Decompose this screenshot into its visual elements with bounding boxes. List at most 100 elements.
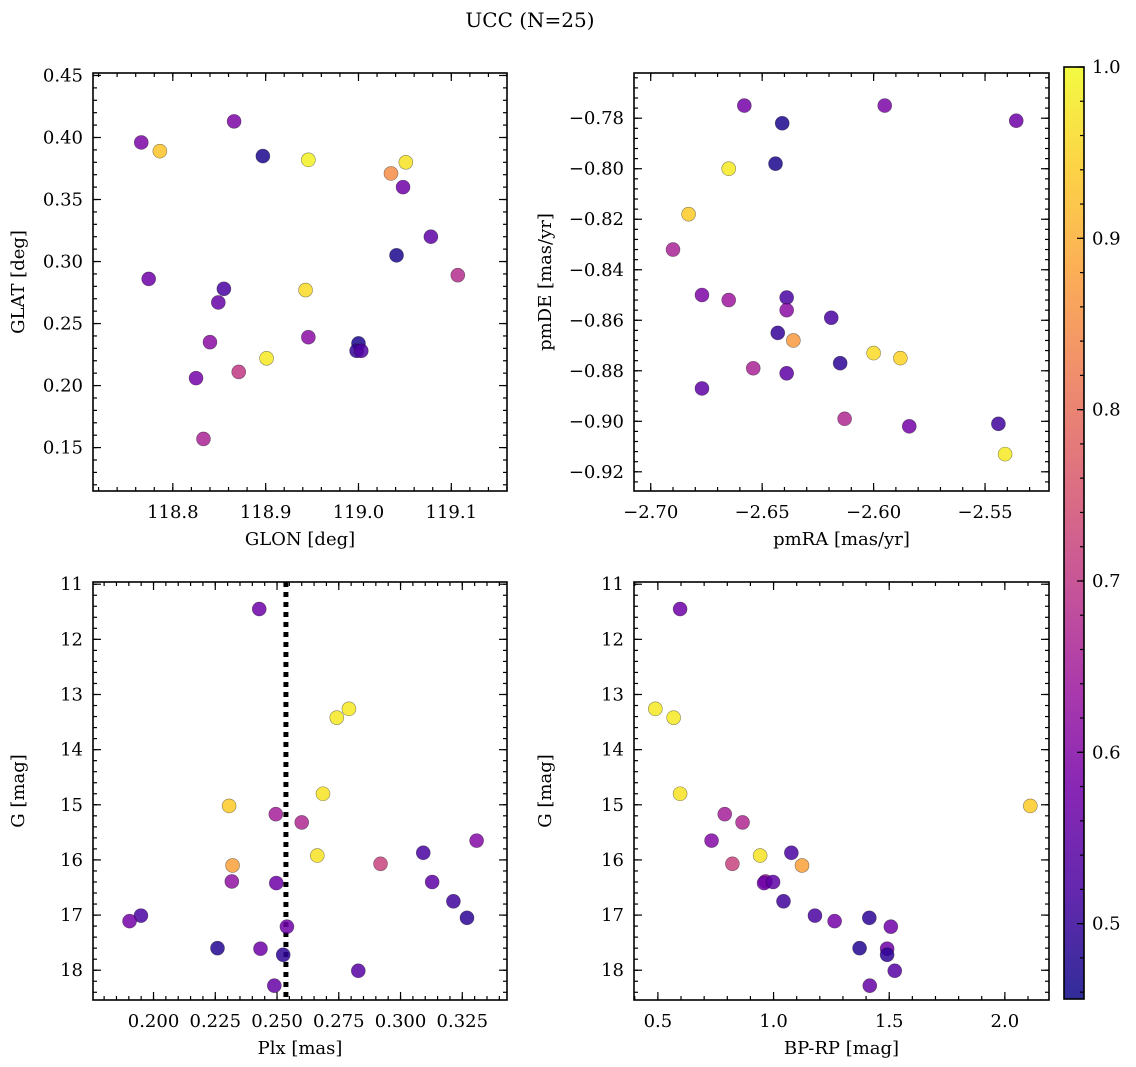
colorbar-tick-label: 0.7	[1092, 571, 1121, 592]
y-tick-label: 0.35	[43, 190, 83, 211]
x-tick-label: 1.0	[759, 1011, 788, 1032]
data-point	[779, 302, 794, 318]
y-tick-label: 13	[601, 684, 624, 705]
data-point	[786, 333, 801, 348]
data-point	[879, 947, 895, 963]
panel-pmra-pmde: −2.70 −2.65 −2.60 −2.55 −0.92 −0.90 −0.88 −0.86…	[535, 72, 1050, 550]
data-point	[353, 343, 369, 359]
y-tick-label: 14	[60, 740, 83, 761]
data-point	[221, 798, 237, 814]
data-point	[827, 913, 842, 929]
data-point	[268, 806, 284, 822]
x-axis-label: Plx [mas]	[258, 1038, 343, 1059]
data-point	[122, 913, 137, 929]
data-point	[672, 786, 688, 802]
data-point	[268, 875, 284, 891]
data-point	[883, 919, 899, 934]
y-axis-label: GLAT [deg]	[8, 230, 29, 334]
data-point	[298, 282, 313, 298]
data-point	[648, 701, 663, 717]
data-point	[253, 941, 268, 957]
data-point	[887, 963, 903, 979]
colorbar-frame	[1063, 66, 1085, 1000]
y-tick-label: 18	[601, 960, 624, 981]
data-point	[294, 815, 310, 830]
axes-frame	[92, 72, 508, 492]
data-point	[231, 364, 247, 380]
y-tick-label: 15	[60, 795, 83, 816]
data-point	[784, 845, 799, 861]
colorbar: 0.5 0.6 0.7 0.8 0.9 1.0	[1063, 57, 1121, 1000]
data-point	[991, 416, 1006, 432]
y-axis-label: pmDE [mas/yr]	[535, 213, 556, 351]
colorbar-tick-label: 1.0	[1092, 57, 1121, 78]
data-point	[862, 910, 877, 926]
x-tick-label: 119.1	[426, 502, 478, 523]
x-tick-label: 119.0	[333, 502, 385, 523]
x-axis-label: pmRA [mas/yr]	[773, 529, 910, 550]
x-tick-label: 118.8	[147, 502, 199, 523]
data-point	[301, 329, 316, 345]
y-tick-label: 14	[601, 740, 624, 761]
x-tick-label: −2.65	[735, 502, 790, 523]
x-tick-label: 0.225	[190, 1011, 242, 1032]
data-point	[373, 856, 388, 872]
data-point	[694, 381, 710, 396]
data-point	[141, 271, 156, 287]
data-point	[309, 848, 325, 863]
y-tick-label: −0.84	[569, 260, 624, 281]
data-point	[450, 267, 466, 283]
data-point	[997, 446, 1013, 462]
data-point	[225, 858, 240, 873]
data-point	[735, 815, 750, 830]
x-tick-label: 118.9	[240, 502, 292, 523]
data-point	[202, 334, 218, 350]
y-tick-label: 16	[60, 850, 83, 871]
x-tick-label: 0.5	[644, 1011, 673, 1032]
axes-frame	[92, 581, 508, 1001]
data-point	[152, 143, 168, 159]
data-point	[694, 287, 710, 303]
data-point	[837, 411, 852, 427]
data-point	[725, 856, 740, 872]
data-point	[737, 98, 752, 113]
data-point	[681, 206, 696, 222]
data-point	[341, 701, 357, 717]
data-point	[852, 940, 867, 956]
x-tick-label: 1.5	[875, 1011, 904, 1032]
y-tick-label: −0.86	[569, 310, 624, 331]
y-tick-label: 18	[60, 960, 83, 981]
data-point	[745, 360, 761, 376]
y-axis-label: G [mag]	[535, 754, 556, 827]
data-point	[862, 978, 878, 993]
x-tick-label: 0.275	[313, 1011, 365, 1032]
data-point	[301, 152, 316, 168]
data-point	[823, 310, 839, 326]
y-tick-label: 0.25	[43, 314, 83, 335]
y-tick-label: −0.80	[569, 159, 624, 180]
data-point	[779, 290, 794, 305]
x-axis-label: BP-RP [mag]	[784, 1038, 899, 1059]
y-tick-label: 0.30	[43, 252, 83, 273]
y-tick-label: 13	[60, 684, 83, 705]
colorbar-tick-label: 0.8	[1092, 400, 1121, 421]
data-point	[329, 710, 345, 725]
data-point	[779, 366, 794, 381]
data-point	[275, 947, 291, 963]
data-point	[216, 281, 232, 297]
data-point	[259, 350, 274, 366]
x-axis-label: GLON [deg]	[245, 529, 355, 550]
data-point	[721, 161, 737, 177]
data-point	[469, 833, 484, 848]
data-point	[133, 135, 149, 150]
y-tick-label: 11	[601, 574, 624, 595]
x-tick-label: 0.250	[251, 1011, 303, 1032]
y-tick-label: 12	[60, 629, 83, 650]
colorbar-tick-label: 0.9	[1092, 228, 1121, 249]
x-tick-label: −2.70	[623, 502, 678, 523]
y-tick-label: 12	[601, 629, 624, 650]
panel-bprp-g: 0.5 1.0 1.5 2.0 11 12 13 14 15 16 17 18 BP-RP [mag] G…	[535, 574, 1050, 1059]
data-point	[774, 115, 790, 131]
y-tick-label: 15	[601, 795, 624, 816]
